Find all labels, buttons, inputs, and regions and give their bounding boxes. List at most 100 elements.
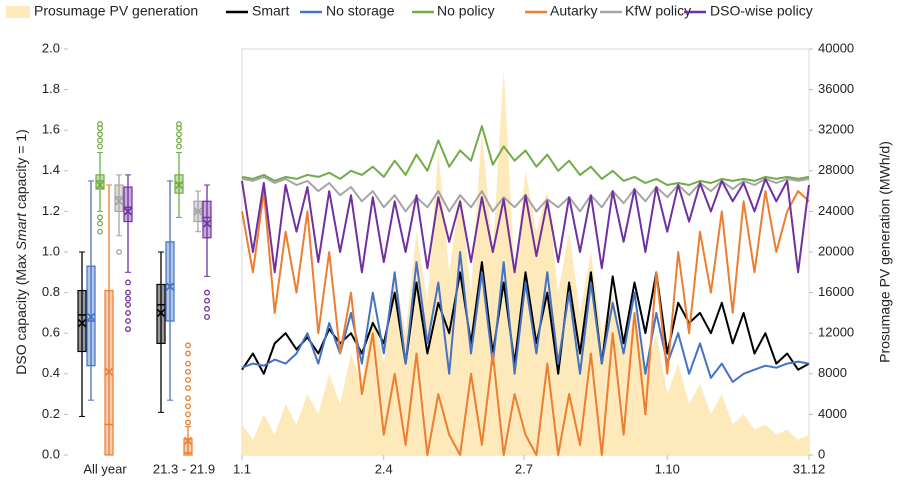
mean-marker: [123, 207, 133, 216]
outlier: [176, 121, 182, 128]
y-axis-label-part: capacity = 1): [13, 129, 29, 213]
y-tick-label: 0.8: [42, 284, 60, 299]
outlier: [204, 289, 210, 296]
series-line: [241, 261, 810, 375]
y-tick-label: 1.6: [42, 122, 60, 137]
outlier: [125, 309, 131, 316]
y-tick-label: 0.6: [42, 325, 60, 340]
y-tick-label: 2.0: [42, 40, 60, 55]
outlier: [185, 403, 191, 410]
box: [95, 174, 105, 190]
y2-tick-label: 12000: [818, 325, 854, 340]
outlier: [97, 220, 103, 227]
outlier: [185, 350, 191, 357]
y2-tick-label: 24000: [818, 203, 854, 218]
outlier: [176, 137, 182, 144]
box: [77, 289, 87, 353]
outlier: [97, 228, 103, 235]
pv-area: [242, 69, 809, 456]
outlier: [185, 368, 191, 375]
x-tick-label: 2.4: [375, 461, 393, 476]
y2-axis-label: Prosumage PV generation (MWh/d): [877, 141, 893, 363]
mean-marker: [114, 197, 124, 206]
box: [114, 184, 124, 212]
series-line: [241, 177, 810, 274]
box: [183, 438, 193, 456]
outlier: [125, 326, 131, 333]
y-axis-label: DSO capacity (Max Smart capacity = 1): [13, 129, 29, 374]
legend-label: Prosumage PV generation: [34, 3, 198, 19]
outlier: [185, 360, 191, 367]
series-line: [241, 125, 810, 186]
y2-tick-label: 28000: [818, 162, 854, 177]
box: [123, 186, 133, 223]
x-tick-label: All year: [83, 461, 127, 476]
series-line: [241, 251, 810, 383]
outlier: [204, 314, 210, 320]
y-tick-label: 1.2: [42, 203, 60, 218]
outlier: [125, 318, 131, 324]
y2-tick-label: 40000: [818, 40, 854, 55]
y2-tick-label: 4000: [818, 406, 847, 421]
outlier: [97, 137, 103, 144]
box: [202, 200, 212, 239]
mean-marker: [95, 180, 105, 190]
mean-marker: [193, 207, 203, 216]
outlier: [97, 214, 103, 221]
outlier: [176, 131, 182, 138]
y-tick-label: 1.4: [42, 162, 60, 177]
x-tick-label: 31.12: [793, 461, 826, 476]
x-tick-label: 2.7: [515, 461, 533, 476]
y-tick-label: 0.2: [42, 406, 60, 421]
x-tick-label: 1.10: [655, 461, 680, 476]
mean-marker: [183, 436, 193, 445]
outlier: [125, 295, 131, 302]
outlier: [125, 279, 131, 286]
mean-marker: [104, 367, 114, 376]
outlier: [185, 385, 191, 391]
outlier: [185, 419, 191, 426]
y-tick-label: 1.0: [42, 243, 60, 258]
y2-tick-label: 0: [818, 446, 825, 461]
outlier: [185, 411, 191, 418]
legend-label: KfW policy: [625, 3, 691, 19]
legend-label: No storage: [326, 3, 395, 19]
outlier: [185, 395, 191, 402]
y2-tick-label: 20000: [818, 243, 854, 258]
y-tick-label: 1.8: [42, 81, 60, 96]
outlier: [125, 301, 131, 308]
outlier: [204, 297, 210, 304]
box: [165, 241, 175, 322]
y2-tick-label: 8000: [818, 365, 847, 380]
outlier: [125, 289, 131, 296]
outlier: [97, 131, 103, 138]
outlier: [97, 121, 103, 128]
outlier: [185, 342, 191, 349]
mean-marker: [77, 318, 87, 328]
y2-tick-label: 32000: [818, 122, 854, 137]
x-tick-label: 1.1: [233, 461, 251, 476]
legend-label: No policy: [437, 3, 495, 19]
mean-marker: [156, 308, 166, 317]
outlier: [185, 376, 191, 383]
y-axis-label-part: Smart: [13, 212, 29, 250]
y2-tick-label: 16000: [818, 284, 854, 299]
outlier: [176, 143, 182, 150]
x-tick-label: 21.3 - 21.9: [153, 461, 215, 476]
series-line: [241, 190, 810, 456]
legend-swatch: [6, 6, 30, 18]
mean-marker: [202, 219, 212, 228]
y2-tick-label: 36000: [818, 81, 854, 96]
mean-marker: [86, 312, 96, 322]
legend-label: Autarky: [550, 3, 597, 19]
outlier: [97, 143, 103, 150]
y-axis-label-part: DSO capacity (Max: [13, 250, 29, 374]
legend-label: Smart: [252, 3, 289, 19]
y-tick-label: 0.0: [42, 446, 60, 461]
mean-marker: [174, 180, 184, 190]
legend-label: DSO-wise policy: [710, 3, 813, 19]
mean-marker: [165, 282, 175, 291]
outlier: [204, 305, 210, 312]
outlier: [116, 249, 122, 255]
